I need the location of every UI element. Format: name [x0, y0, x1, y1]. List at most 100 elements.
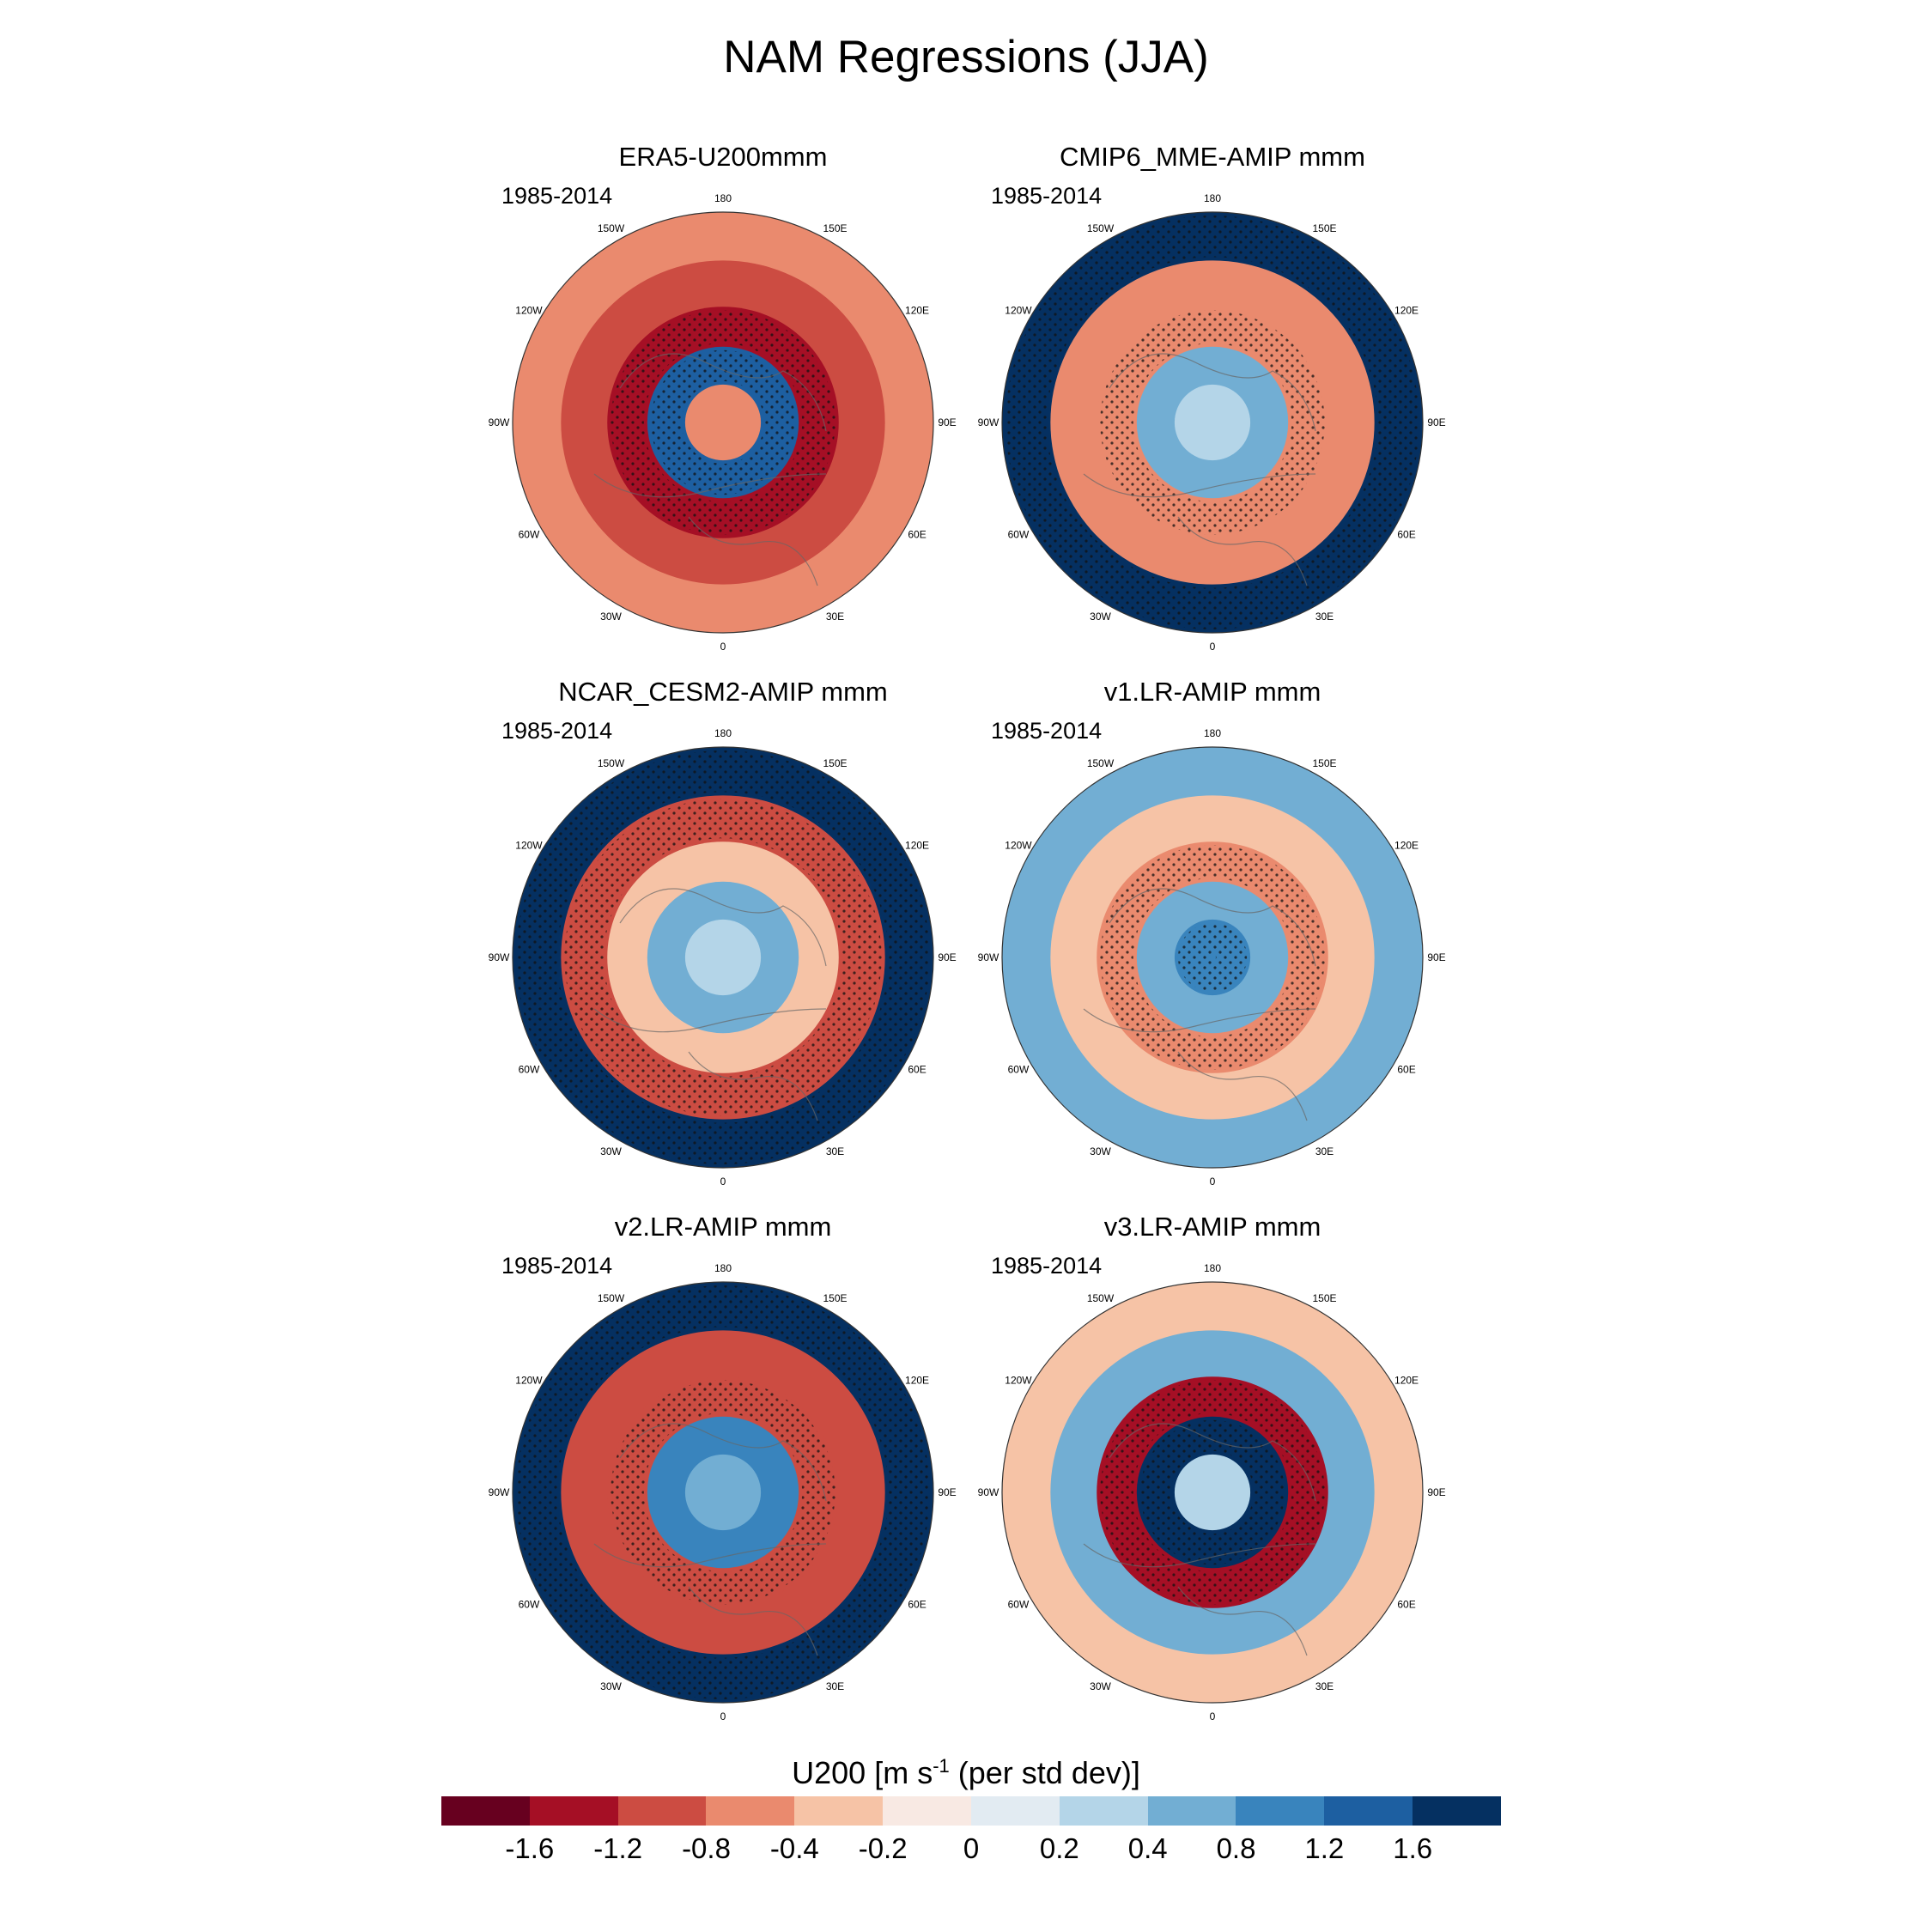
coastline — [593, 888, 827, 1121]
polar-map: 180 150E 120E 90E 60E 30E 0 30W 60W 90W 120W 150W — [978, 1262, 1446, 1722]
colorbar-tick-label: 1.6 — [1393, 1832, 1433, 1864]
map-field — [513, 1282, 933, 1703]
colorbar-tick-label: -0.2 — [858, 1832, 908, 1864]
longitude-label: 120E — [1394, 305, 1419, 317]
map-panel: 180 150E 120E 90E 60E 30E 0 30W 60W 90W 120W 150W CM… — [955, 142, 1470, 657]
longitude-label: 90W — [489, 951, 510, 963]
longitude-label: 120W — [1005, 840, 1032, 852]
longitude-label: 30E — [826, 1680, 844, 1692]
colorbar-tick-label: 0.8 — [1216, 1832, 1256, 1864]
coastline — [593, 353, 827, 586]
polar-map: 180 150E 120E 90E 60E 30E 0 30W 60W 90W 120W 150W — [978, 727, 1446, 1188]
longitude-label: 150W — [598, 222, 625, 234]
longitude-label: 60E — [1397, 529, 1415, 541]
coastline — [1083, 888, 1316, 1121]
longitude-label: 60W — [1008, 1599, 1030, 1611]
longitude-label: 0 — [1210, 641, 1216, 653]
colorbar-swatch — [1059, 1796, 1148, 1826]
colorbar-swatch — [970, 1796, 1060, 1826]
anomaly-ring-pole — [684, 1454, 762, 1531]
longitude-label: 120E — [905, 840, 929, 852]
significance-stipple — [1177, 922, 1248, 993]
significance-stipple — [1139, 1419, 1285, 1565]
longitude-label: 120W — [515, 840, 543, 852]
figure-title: NAM Regressions (JJA) — [723, 32, 1209, 82]
colorbar-title-exponent: -1 — [933, 1755, 950, 1777]
longitude-label: 120E — [905, 1375, 929, 1387]
longitude-label: 120W — [515, 1375, 543, 1387]
colorbar-title: U200 [m s-1 (per std dev)] — [0, 1755, 1932, 1791]
longitude-label: 60E — [908, 1599, 926, 1611]
panel-period: 1985-2014 — [501, 718, 613, 744]
longitude-label: 0 — [720, 1176, 726, 1188]
anomaly-ring-pole — [684, 919, 762, 996]
longitude-label: 150W — [1087, 1292, 1115, 1304]
anomaly-ring-pole — [1174, 384, 1251, 461]
panel-period: 1985-2014 — [991, 183, 1103, 209]
colorbar-tick-label: -1.6 — [505, 1832, 555, 1864]
map-field — [1002, 212, 1423, 633]
longitude-label: 150E — [1312, 757, 1336, 769]
longitude-label: 30E — [1315, 1680, 1334, 1692]
map-border — [1001, 211, 1424, 634]
colorbar-tick-label: -0.4 — [769, 1832, 819, 1864]
colorbar-title-main: U200 [m s — [792, 1755, 933, 1790]
colorbar-swatch — [1324, 1796, 1413, 1826]
anomaly-ring-pole — [684, 384, 762, 461]
panel-title: NCAR_CESM2-AMIP mmm — [558, 677, 888, 707]
coastline — [1083, 353, 1316, 586]
map-panel: 180 150E 120E 90E 60E 30E 0 30W 60W 90W 120W 150W ER… — [465, 142, 981, 657]
coastline — [1083, 1423, 1316, 1656]
longitude-label: 120E — [1394, 840, 1419, 852]
colorbar-swatch — [706, 1796, 795, 1826]
colorbar-tick-label: 0.4 — [1127, 1832, 1168, 1864]
longitude-label: 90W — [978, 951, 999, 963]
longitude-label: 180 — [714, 1262, 732, 1274]
longitude-label: 180 — [714, 192, 732, 204]
map-field — [1002, 1282, 1423, 1703]
longitude-label: 60W — [519, 529, 540, 541]
longitude-label: 150E — [823, 757, 847, 769]
longitude-label: 150E — [1312, 222, 1336, 234]
colorbar-swatch — [1147, 1796, 1236, 1826]
map-field — [513, 212, 933, 633]
longitude-label: 150W — [1087, 757, 1115, 769]
longitude-label: 60W — [1008, 1064, 1030, 1076]
longitude-label: 60W — [519, 1599, 540, 1611]
longitude-label: 90E — [1427, 1486, 1445, 1498]
longitude-label: 60W — [519, 1064, 540, 1076]
longitude-label: 30E — [826, 611, 844, 623]
longitude-label: 60E — [1397, 1599, 1415, 1611]
panel-period: 1985-2014 — [991, 1253, 1103, 1279]
longitude-label: 30E — [1315, 611, 1334, 623]
longitude-label: 120W — [1005, 305, 1032, 317]
longitude-label: 150W — [598, 757, 625, 769]
longitude-label: 90W — [489, 1486, 510, 1498]
longitude-label: 180 — [1204, 1262, 1221, 1274]
longitude-label: 30W — [1090, 1145, 1111, 1157]
longitude-label: 150E — [1312, 1292, 1336, 1304]
map-field — [1002, 747, 1423, 1168]
colorbar-swatch — [617, 1796, 707, 1826]
colorbar-swatch — [794, 1796, 884, 1826]
longitude-label: 90E — [938, 416, 956, 428]
colorbar-swatch — [883, 1796, 971, 1826]
longitude-label: 90E — [938, 951, 956, 963]
longitude-label: 150W — [1087, 222, 1115, 234]
colorbar-tick-label: 0 — [963, 1832, 980, 1864]
map-border — [512, 746, 934, 1169]
significance-stipple — [611, 310, 835, 535]
colorbar-tick-label: -1.2 — [593, 1832, 643, 1864]
polar-map: 180 150E 120E 90E 60E 30E 0 30W 60W 90W 120W 150W — [489, 727, 957, 1188]
longitude-label: 60E — [908, 1064, 926, 1076]
longitude-label: 30W — [600, 611, 622, 623]
significance-stipple — [650, 349, 796, 495]
panel-title: CMIP6_MME-AMIP mmm — [1060, 142, 1365, 172]
longitude-label: 0 — [720, 1710, 726, 1722]
colorbar-tick-label: 1.2 — [1304, 1832, 1345, 1864]
longitude-label: 0 — [720, 641, 726, 653]
longitude-label: 120W — [515, 305, 543, 317]
map-panel: 180 150E 120E 90E 60E 30E 0 30W 60W 90W 120W 150W v3… — [955, 1212, 1470, 1727]
colorbar — [441, 1796, 1501, 1826]
longitude-label: 30W — [600, 1145, 622, 1157]
